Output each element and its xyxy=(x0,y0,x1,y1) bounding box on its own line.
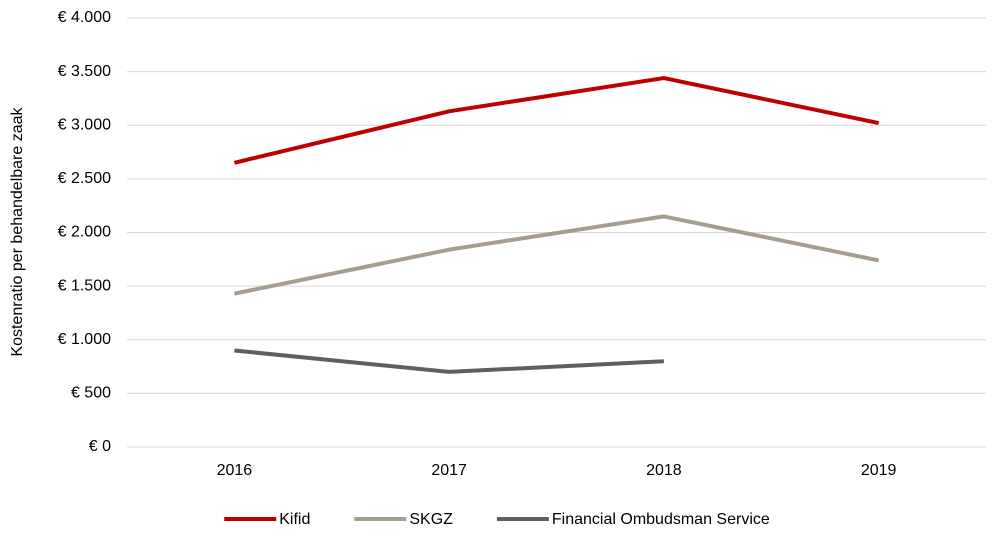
y-tick-label: € 3.000 xyxy=(58,116,111,133)
x-tick-label: 2018 xyxy=(646,462,682,479)
y-tick-label: € 2.500 xyxy=(58,170,111,187)
y-tick-label: € 1.000 xyxy=(58,331,111,348)
y-tick-label: € 2.000 xyxy=(58,224,111,241)
series-line xyxy=(234,348,664,374)
legend-label: Financial Ombudsman Service xyxy=(552,511,770,528)
y-tick-label: € 4.000 xyxy=(58,9,111,26)
x-tick-label: 2019 xyxy=(861,462,897,479)
y-tick-label: € 1.500 xyxy=(58,277,111,294)
y-tick-label: € 500 xyxy=(71,385,111,402)
x-tick-label: 2017 xyxy=(431,462,467,479)
x-tick-label: 2016 xyxy=(217,462,253,479)
series-line xyxy=(233,76,880,165)
series-line xyxy=(233,214,880,296)
y-tick-label: € 3.500 xyxy=(58,63,111,80)
legend-label: SKGZ xyxy=(409,511,453,528)
y-axis-title: Kostenratio per behandelbare zaak xyxy=(9,106,26,356)
y-tick-label: € 0 xyxy=(89,438,111,455)
legend-label: Kifid xyxy=(279,511,310,528)
